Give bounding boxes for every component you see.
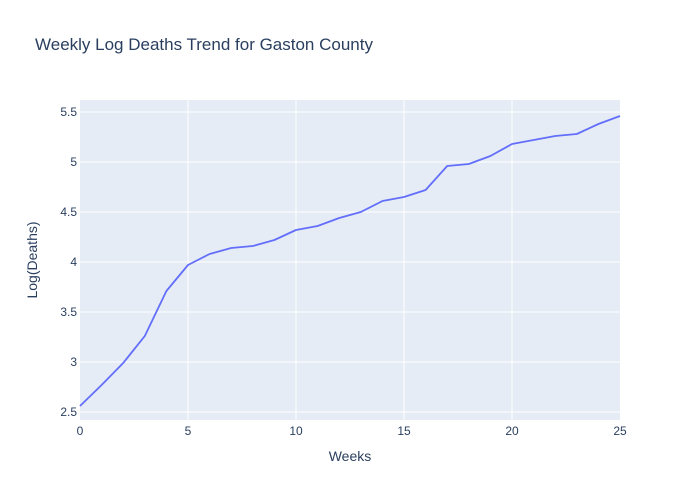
y-tick-label: 3 — [70, 355, 77, 369]
x-tick-label: 10 — [289, 424, 303, 438]
y-axis-title: Log(Deaths) — [24, 221, 40, 298]
y-tick-label: 4.5 — [60, 205, 77, 219]
y-tick-label: 2.5 — [60, 405, 77, 419]
x-tick-label: 0 — [77, 424, 84, 438]
tick-labels: 2.5 3 3.5 4 4.5 5 5.5 0 5 10 15 20 25 — [60, 105, 627, 438]
series-line — [79, 115, 621, 407]
x-tick-label: 5 — [185, 424, 192, 438]
y-tick-label: 5 — [70, 155, 77, 169]
y-tick-label: 3.5 — [60, 305, 77, 319]
chart-title: Weekly Log Deaths Trend for Gaston Count… — [35, 35, 373, 54]
x-tick-label: 25 — [613, 424, 627, 438]
y-tick-label: 4 — [70, 255, 77, 269]
x-axis-title: Weeks — [329, 448, 372, 464]
plot-area — [80, 100, 620, 420]
grid-layer — [80, 100, 620, 420]
series-layer — [79, 115, 621, 407]
x-tick-label: 20 — [505, 424, 519, 438]
x-tick-label: 15 — [397, 424, 411, 438]
y-tick-label: 5.5 — [60, 105, 77, 119]
